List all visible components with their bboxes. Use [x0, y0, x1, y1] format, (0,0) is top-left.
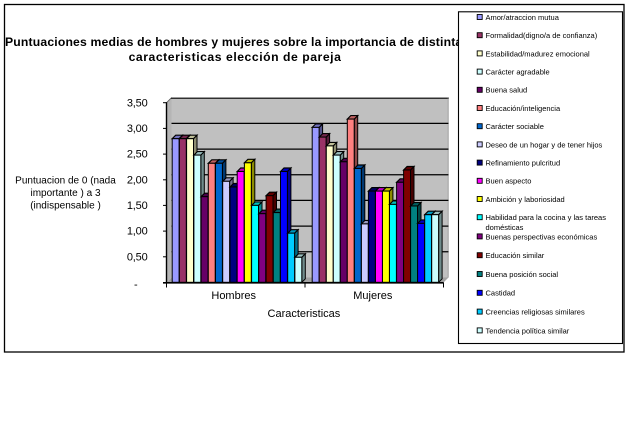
svg-text:Buenas perspectivas económicas: Buenas perspectivas económicas [486, 232, 598, 241]
svg-text:Carácter sociable: Carácter sociable [486, 122, 544, 131]
svg-text:Puntuacion de 0 (nada: Puntuacion de 0 (nada [15, 176, 116, 187]
svg-text:Buen aspecto: Buen aspecto [486, 177, 532, 186]
svg-text:(indispensable ): (indispensable ) [30, 201, 101, 212]
svg-text:Formalidad(digno/a de confianz: Formalidad(digno/a de confianza) [486, 31, 598, 40]
svg-text:Caracteristicas: Caracteristicas [268, 308, 341, 320]
svg-text:Mujeres: Mujeres [353, 290, 393, 302]
svg-text:Refinamiento pulcritud: Refinamiento pulcritud [486, 159, 561, 168]
svg-text:Buena posición social: Buena posición social [486, 270, 559, 279]
svg-text:Estabilidad/madurez emocional: Estabilidad/madurez emocional [486, 49, 591, 58]
svg-text:1,00: 1,00 [127, 226, 148, 238]
svg-text:-: - [134, 279, 138, 291]
svg-text:3,50: 3,50 [127, 97, 148, 109]
svg-text:domésticas: domésticas [486, 223, 524, 232]
svg-text:1,50: 1,50 [127, 200, 148, 212]
svg-text:Ambición y laboriosidad: Ambición y laboriosidad [486, 195, 565, 204]
svg-text:Educación/inteligencia: Educación/inteligencia [486, 104, 561, 113]
svg-text:Buena salud: Buena salud [486, 86, 528, 95]
svg-text:Hombres: Hombres [211, 290, 256, 302]
svg-text:Tendencia política similar: Tendencia política similar [486, 326, 570, 335]
svg-text:Creencias religiosas similares: Creencias religiosas similares [486, 308, 585, 317]
svg-text:Habilidad para la cocina y las: Habilidad para la cocina y las tareas [486, 213, 607, 222]
svg-text:3,00: 3,00 [127, 123, 148, 135]
svg-text:2,50: 2,50 [127, 149, 148, 161]
svg-text:caracteristicas elección de pa: caracteristicas elección de pareja [129, 50, 342, 64]
svg-text:Puntuaciones medias de hombres: Puntuaciones medias de hombres y mujeres… [5, 35, 469, 49]
svg-text:Educación similar: Educación similar [486, 251, 545, 260]
svg-text:2,00: 2,00 [127, 174, 148, 186]
svg-text:Amor/atraccion mutua: Amor/atraccion mutua [486, 13, 560, 22]
svg-text:Deseo de un hogar y de tener h: Deseo de un hogar y de tener hijos [486, 140, 603, 149]
svg-text:Castidad: Castidad [486, 289, 516, 298]
svg-text:Carácter agradable: Carácter agradable [486, 68, 550, 77]
svg-text:importante ) a 3: importante ) a 3 [30, 188, 100, 199]
svg-text:0,50: 0,50 [127, 251, 148, 263]
